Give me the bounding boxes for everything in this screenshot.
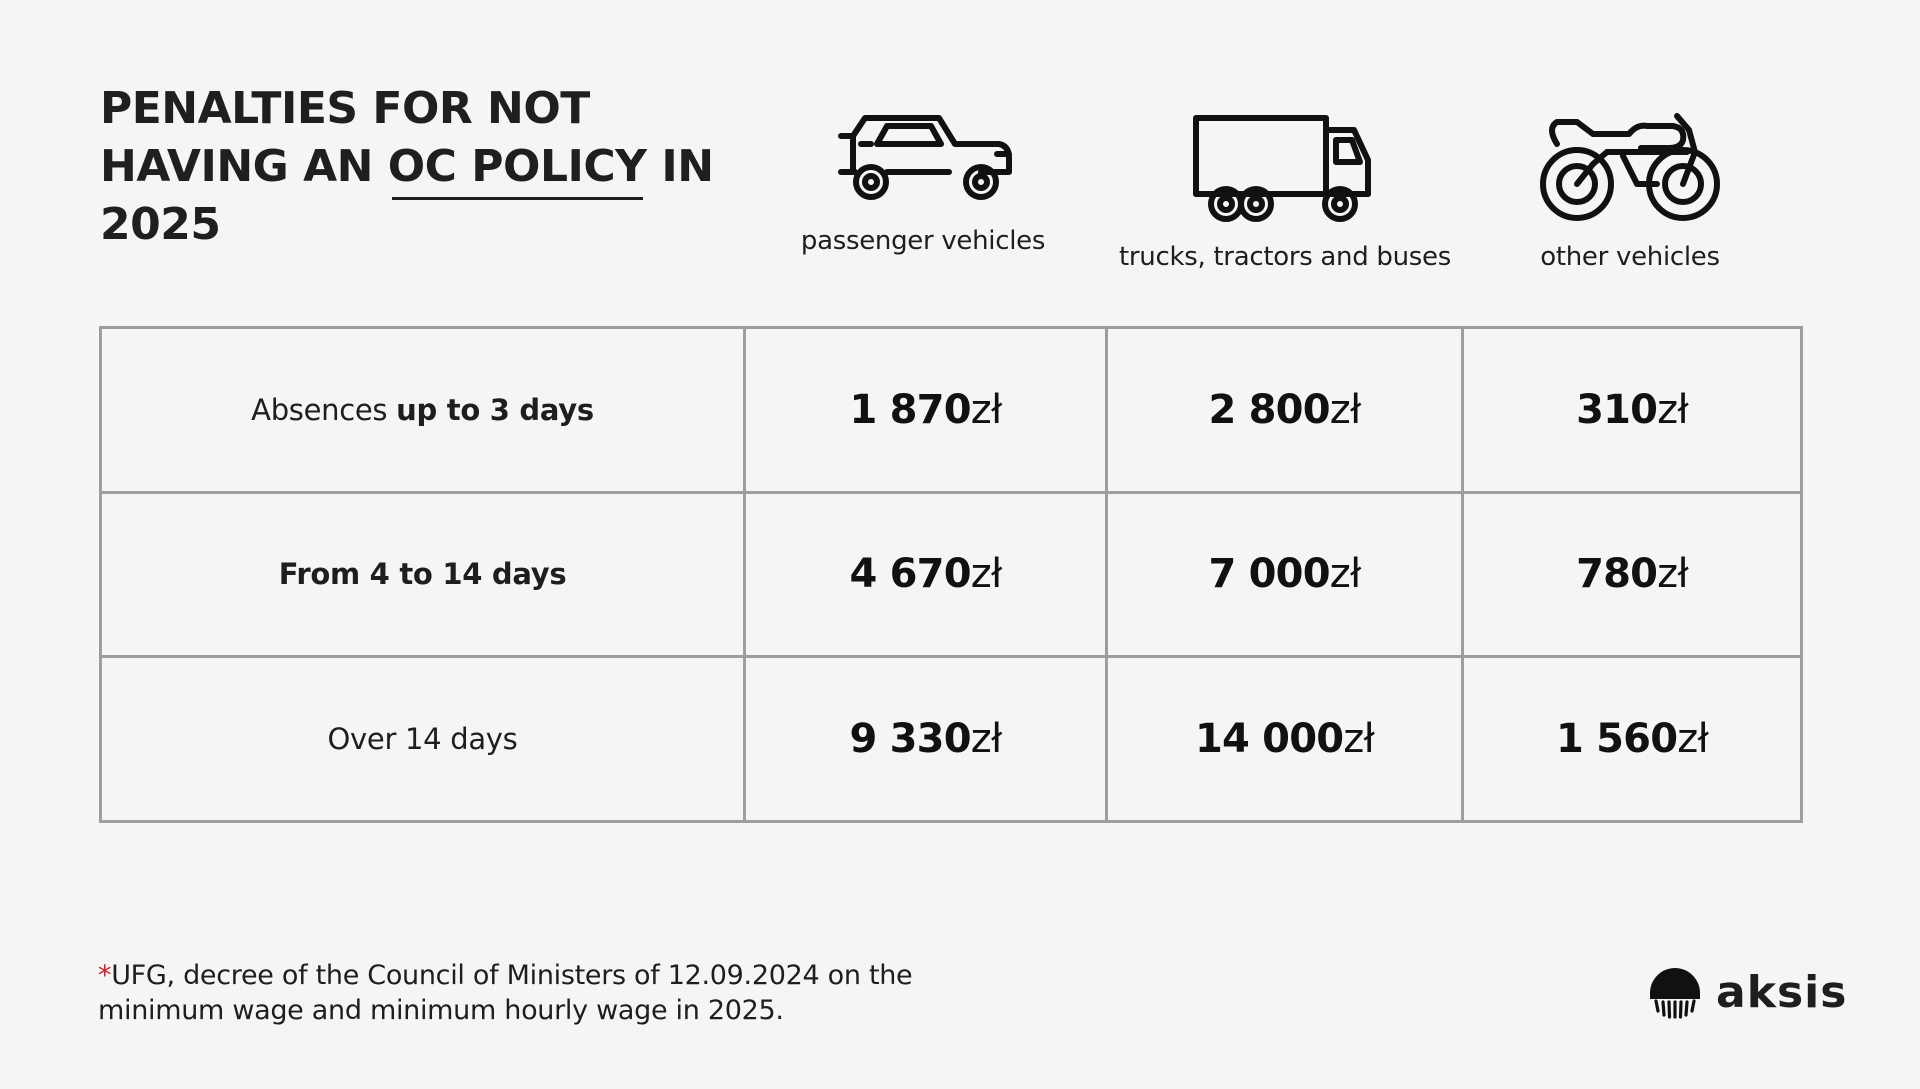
footnote: *UFG, decree of the Council of Ministers… xyxy=(98,958,958,1028)
aksis-logo-icon xyxy=(1650,968,1700,1019)
table-row: From 4 to 14 days 4 670zł 7 000zł 780zł xyxy=(99,490,1803,659)
value-cell: 780zł xyxy=(1461,490,1803,659)
row-label: From 4 to 14 days xyxy=(99,490,746,659)
footnote-text: UFG, decree of the Council of Ministers … xyxy=(98,960,913,1026)
penalty-table: Absences up to 3 days 1 870zł 2 800zł 31… xyxy=(99,326,1803,823)
column-label: trucks, tractors and buses xyxy=(1119,242,1451,272)
page-title: PENALTIES FOR NOT HAVING AN OC POLICY IN… xyxy=(100,80,740,254)
column-label: other vehicles xyxy=(1540,242,1720,272)
value-cell: 4 670zł xyxy=(743,490,1108,659)
car-icon xyxy=(838,115,1012,200)
value-cell: 9 330zł xyxy=(743,655,1108,823)
value-cell: 310zł xyxy=(1461,326,1803,494)
column-header-trucks: trucks, tractors and buses xyxy=(1100,110,1470,272)
column-header-other: other vehicles xyxy=(1490,110,1770,272)
column-label: passenger vehicles xyxy=(800,226,1046,256)
truck-icon xyxy=(1193,115,1371,222)
title-highlight: OC POLICY xyxy=(388,138,647,200)
value-cell: 1 560zł xyxy=(1461,655,1803,823)
motorcycle-icon xyxy=(1540,113,1720,221)
column-header-passenger: passenger vehicles xyxy=(783,110,1063,256)
aksis-logo: aksis xyxy=(1648,964,1847,1020)
title-part-1: PENALTIES FOR NOT HAVING AN xyxy=(100,83,590,192)
table-row: Absences up to 3 days 1 870zł 2 800zł 31… xyxy=(99,326,1803,494)
title-part-2: IN 2025 xyxy=(100,141,714,250)
value-cell: 1 870zł xyxy=(743,326,1108,494)
row-label: Over 14 days xyxy=(99,655,746,823)
value-cell: 7 000zł xyxy=(1105,490,1464,659)
footnote-star: * xyxy=(98,960,112,991)
logo-wordmark: aksis xyxy=(1716,966,1848,1018)
table-row: Over 14 days 9 330zł 14 000zł 1 560zł xyxy=(99,655,1803,823)
value-cell: 14 000zł xyxy=(1105,655,1464,823)
value-cell: 2 800zł xyxy=(1105,326,1464,494)
row-label: Absences up to 3 days xyxy=(99,326,746,494)
